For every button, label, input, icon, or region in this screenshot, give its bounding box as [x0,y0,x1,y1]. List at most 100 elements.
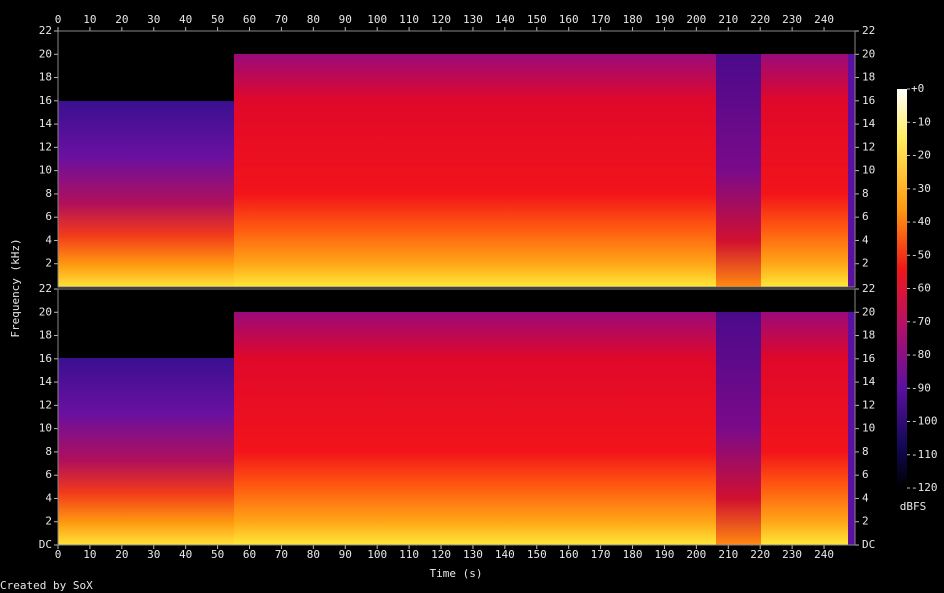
credit: Created by SoX [0,579,93,592]
y-tick-label: 14 [39,117,53,130]
y-tick-label: 18 [39,329,52,342]
spectrogram-band [58,101,234,287]
x-tick-label: 70 [275,13,288,26]
y-tick-label: 18 [862,71,875,84]
x-tick-label: 170 [591,548,611,561]
y-axis-label: Frequency (kHz) [9,238,22,337]
x-tick-label: 190 [655,13,675,26]
spectrogram-band [716,54,761,287]
spectrogram-band [848,54,855,287]
spectrogram-bottom [58,312,855,545]
y-tick-label: 14 [862,375,876,388]
y-tick-label: 16 [39,94,52,107]
y-tick-label: 14 [862,117,876,130]
y-tick-label: 16 [862,352,875,365]
x-tick-label: 180 [623,13,643,26]
x-tick-label: 200 [686,13,706,26]
x-tick-label: 210 [718,13,738,26]
y-tick-label: DC [862,538,875,551]
colorbar-tick-label: -20 [911,149,931,162]
colorbar-tick-label: -50 [911,248,931,261]
x-tick-label: 90 [339,548,352,561]
colorbar-tick-label: -60 [911,282,931,295]
x-tick-label: 240 [814,13,834,26]
x-tick-label: 110 [399,13,419,26]
y-tick-label: 22 [39,282,52,295]
x-tick-label: 200 [686,548,706,561]
x-tick-label: 110 [399,548,419,561]
y-tick-label: 18 [862,329,875,342]
x-tick-label: 230 [782,548,802,561]
x-tick-label: 190 [655,548,675,561]
y-tick-label: 6 [45,210,52,223]
x-tick-label: 0 [55,13,62,26]
x-tick-label: 10 [83,13,96,26]
x-tick-label: 40 [179,548,192,561]
x-tick-label: 160 [559,13,579,26]
colorbar-tick-label: -90 [911,381,931,394]
plot-frame [57,30,856,288]
y-tick-label: 12 [39,140,52,153]
x-tick-label: 230 [782,13,802,26]
colorbar-tick-label: -100 [911,415,938,428]
x-tick-label: 180 [623,548,643,561]
x-tick-label: 150 [527,13,547,26]
y-tick-label: 4 [862,233,869,246]
x-tick-label: 20 [115,13,128,26]
spectrogram-band [848,312,855,545]
y-tick-label: 16 [39,352,52,365]
x-tick-label: 210 [718,548,738,561]
spectrogram-band [716,312,761,545]
x-tick-label: 130 [463,13,483,26]
x-axis-label: Time (s) [430,567,483,580]
x-tick-label: 140 [495,13,515,26]
colorbar-tick-label: -10 [911,115,931,128]
x-tick-label: 220 [750,548,770,561]
y-tick-label: 10 [39,422,52,435]
colorbar-tick-label: -80 [911,348,931,361]
x-tick-label: 160 [559,548,579,561]
y-tick-label: 2 [45,515,52,528]
x-tick-label: 240 [814,548,834,561]
colorbar-tick-label: -40 [911,215,931,228]
x-tick-label: 150 [527,548,547,561]
colorbar-tick-label: -110 [911,448,938,461]
colorbar-label: dBFS [900,500,927,513]
x-tick-label: 120 [431,548,451,561]
y-tick-label: 12 [862,140,875,153]
y-tick-label: 4 [45,233,52,246]
colorbar-tick-label: +0 [911,82,924,95]
y-tick-label: 18 [39,71,52,84]
x-tick-label: 50 [211,13,224,26]
colorbar-tick-label: -120 [911,481,938,494]
x-tick-label: 0 [55,548,62,561]
y-tick-label: 22 [862,282,875,295]
y-tick-label: 10 [862,422,875,435]
y-tick-label: 4 [862,491,869,504]
x-tick-label: 30 [147,13,160,26]
x-tick-label: 130 [463,548,483,561]
x-tick-label: 80 [307,548,320,561]
x-tick-label: 60 [243,13,256,26]
y-tick-label: 8 [862,445,869,458]
x-tick-label: 90 [339,13,352,26]
y-tick-label: 8 [862,187,869,200]
y-tick-label: 20 [39,47,52,60]
y-tick-label: 2 [862,257,869,270]
x-tick-label: 70 [275,548,288,561]
y-tick-label: 12 [39,398,52,411]
y-tick-label: 6 [862,210,869,223]
x-tick-label: 60 [243,548,256,561]
x-tick-label: 50 [211,548,224,561]
spectrogram-band [58,358,234,545]
y-tick-label: 20 [862,47,875,60]
x-tick-label: 10 [83,548,96,561]
colorbar [897,89,907,488]
y-tick-label: 10 [862,164,875,177]
y-tick-label: 4 [45,491,52,504]
x-tick-label: 220 [750,13,770,26]
x-tick-label: 140 [495,548,515,561]
x-tick-label: 80 [307,13,320,26]
y-tick-label: 14 [39,375,53,388]
spectrogram-top [58,54,855,287]
